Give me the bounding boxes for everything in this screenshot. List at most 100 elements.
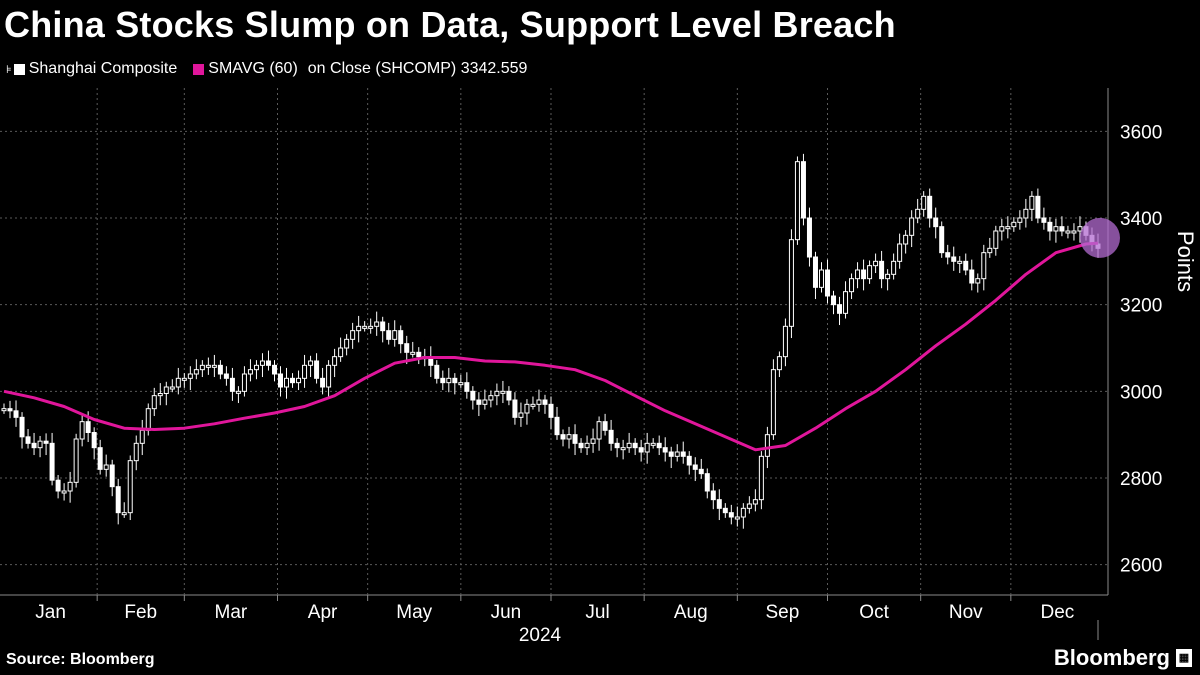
candle-body	[97, 447, 103, 470]
candle-body	[824, 269, 830, 297]
candle-body	[344, 338, 350, 349]
candle-body	[951, 256, 957, 262]
candle-body	[362, 325, 368, 329]
x-tick-label: May	[396, 602, 432, 623]
y-tick-label: 2800	[1120, 469, 1162, 490]
candle-body	[963, 260, 969, 271]
candle-body	[115, 486, 121, 514]
candle-body	[975, 278, 981, 284]
candle-body	[380, 321, 386, 332]
brand-logo: Bloomberg ▦	[1054, 645, 1192, 671]
candle-body	[554, 416, 560, 436]
x-tick-label: Oct	[859, 602, 889, 623]
x-tick-label: Sep	[766, 602, 800, 623]
legend-swatch-smavg	[193, 63, 205, 75]
candle-body	[656, 442, 662, 449]
candle-body	[614, 442, 620, 449]
candle-body	[199, 364, 205, 371]
candle-body	[764, 434, 770, 457]
candle-body	[211, 364, 217, 368]
candle-body	[43, 440, 49, 444]
candle-body	[644, 442, 650, 453]
candle-body	[782, 325, 788, 358]
candle-body	[241, 373, 247, 392]
candle-body	[133, 442, 139, 462]
candle-body	[891, 260, 897, 275]
candle-body	[704, 473, 710, 492]
candle-body	[939, 226, 945, 254]
candle-body	[957, 260, 963, 264]
candle-body	[770, 369, 776, 436]
candle-body	[1035, 195, 1041, 219]
candle-body	[993, 230, 999, 249]
candle-body	[338, 347, 344, 358]
candle-body	[500, 390, 506, 394]
candle-body	[794, 161, 800, 241]
candle-body	[19, 416, 25, 438]
candle-body	[470, 390, 476, 401]
candle-body	[109, 464, 115, 488]
candle-body	[181, 377, 187, 381]
candle-body	[945, 252, 951, 258]
candle-body	[867, 265, 873, 280]
candle-body	[404, 343, 410, 353]
candle-body	[788, 239, 794, 327]
candle-body	[25, 436, 31, 444]
candle-body	[915, 208, 921, 219]
x-tick-label: Jun	[491, 602, 522, 623]
candle-body	[1047, 221, 1053, 232]
candle-body	[247, 369, 253, 375]
legend-swatch-shanghai	[13, 63, 25, 75]
legend-item-smavg: SMAVG (60) on Close (SHCOMP) 3342.559	[193, 60, 527, 78]
candle-body	[205, 364, 211, 368]
legend-label-shanghai: Shanghai Composite	[28, 60, 178, 77]
candle-body	[91, 432, 97, 449]
highlight-circle	[1079, 217, 1120, 258]
candle-body	[368, 325, 374, 329]
x-tick-label: Feb	[124, 602, 157, 623]
candle-body	[849, 278, 855, 293]
candle-body	[187, 373, 193, 379]
candle-body	[680, 451, 686, 457]
candle-body	[223, 373, 229, 379]
candle-body	[145, 408, 151, 431]
x-tick-label: Jan	[35, 602, 66, 623]
candle-body	[49, 442, 55, 481]
candle-body	[578, 442, 584, 449]
candle-body	[818, 269, 824, 288]
candle-body	[512, 399, 518, 418]
candle-body	[103, 464, 109, 470]
candle-body	[296, 377, 302, 384]
candle-body	[692, 464, 698, 470]
candle-body	[740, 507, 746, 518]
candle-body	[169, 386, 175, 390]
candle-body	[722, 507, 728, 514]
candle-body	[650, 442, 656, 446]
candle-body	[73, 438, 79, 483]
candle-body	[314, 360, 320, 379]
candle-body	[1059, 226, 1065, 232]
candle-body	[518, 412, 524, 418]
candle-body	[662, 447, 668, 453]
candle-body	[903, 234, 909, 245]
candle-body	[476, 399, 482, 405]
candle-body	[440, 377, 446, 384]
candle-body	[831, 295, 837, 306]
bloomberg-icon: ▦	[1176, 649, 1192, 667]
candle-body	[13, 410, 19, 418]
candle-body	[566, 434, 572, 440]
candle-body	[897, 243, 903, 262]
candle-body	[873, 260, 879, 267]
candle-body	[800, 161, 806, 219]
candle-body	[464, 382, 470, 392]
candle-body	[933, 217, 939, 228]
candle-body	[969, 269, 975, 284]
candle-body	[1041, 217, 1047, 223]
candle-body	[746, 503, 752, 509]
candle-body	[235, 390, 241, 394]
candle-body	[1065, 230, 1071, 234]
candle-body	[193, 369, 199, 375]
candle-body	[626, 442, 632, 449]
candle-body	[7, 408, 13, 412]
